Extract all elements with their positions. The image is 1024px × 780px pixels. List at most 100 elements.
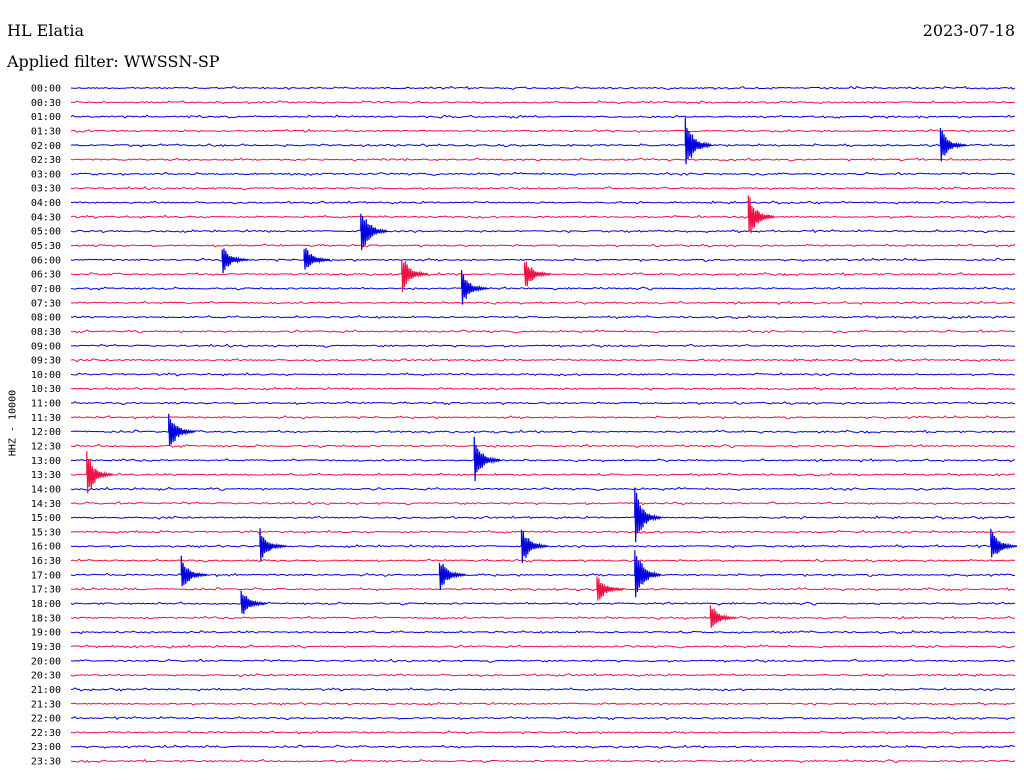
seismic-event	[709, 605, 737, 628]
trace-line	[70, 744, 1016, 749]
row-time-label: 10:30	[31, 384, 61, 395]
row-time-label: 12:00	[31, 427, 61, 438]
seismic-event	[634, 487, 662, 543]
trace-line	[70, 644, 1016, 649]
trace-line	[70, 171, 1016, 177]
seismic-event	[168, 413, 196, 446]
date-label: 2023-07-18	[922, 21, 1015, 40]
seismic-event	[303, 247, 331, 270]
row-time-label: 05:00	[31, 227, 61, 238]
row-time-label: 09:30	[31, 356, 61, 367]
row-time-label: 01:00	[31, 112, 61, 123]
row-time-label: 17:30	[31, 585, 61, 596]
trace-line	[70, 758, 1016, 764]
seismic-event	[747, 195, 775, 234]
row-time-label: 07:30	[31, 298, 61, 309]
trace-line	[70, 386, 1016, 391]
row-time-label: 05:30	[31, 241, 61, 252]
row-time-label: 11:30	[31, 413, 61, 424]
trace-line	[70, 329, 1016, 334]
trace-line	[70, 214, 1016, 219]
row-time-label: 15:30	[31, 527, 61, 538]
seismic-event	[438, 562, 466, 591]
trace-line	[70, 529, 1016, 534]
seismic-event	[240, 590, 268, 614]
row-time-label: 09:00	[31, 341, 61, 352]
seismic-event	[360, 213, 388, 251]
seismic-event	[461, 270, 489, 305]
trace-line	[70, 343, 1016, 348]
row-time-label: 07:00	[31, 284, 61, 295]
trace-line	[70, 501, 1015, 506]
row-time-label: 14:00	[31, 484, 61, 495]
seismic-event	[473, 436, 501, 482]
seismic-event	[259, 528, 287, 562]
seismic-event	[524, 261, 552, 287]
trace-line	[70, 716, 1016, 721]
seismic-event	[520, 529, 549, 563]
row-time-label: 00:00	[31, 84, 61, 95]
trace-line	[70, 658, 1016, 663]
row-time-label: 20:00	[31, 656, 61, 667]
trace-line	[70, 286, 1016, 291]
trace-line	[70, 458, 1016, 463]
seismic-event	[939, 127, 967, 162]
row-time-label: 00:30	[31, 98, 61, 109]
trace-line	[70, 157, 1016, 162]
trace-line	[70, 486, 1016, 491]
row-time-label: 19:30	[31, 642, 61, 653]
seismic-event	[401, 259, 429, 293]
row-time-label: 04:30	[31, 212, 61, 223]
trace-line	[70, 300, 1016, 305]
row-time-label: 18:30	[31, 613, 61, 624]
row-time-label: 17:00	[31, 570, 61, 581]
row-time-label: 03:30	[31, 184, 61, 195]
row-time-label: 06:30	[31, 270, 61, 281]
seismic-event	[596, 576, 624, 601]
trace-line	[70, 730, 1015, 735]
trace-line	[70, 243, 1016, 248]
trace-line	[70, 186, 1016, 191]
trace-line	[70, 357, 1016, 363]
row-time-label: 21:30	[31, 699, 61, 710]
trace-line	[70, 586, 1015, 592]
row-time-label: 15:00	[31, 513, 61, 524]
trace-line	[70, 100, 1016, 105]
row-time-label: 16:30	[31, 556, 61, 567]
seismic-event	[221, 248, 249, 274]
row-time-label: 23:30	[31, 757, 61, 768]
row-time-label: 18:00	[31, 599, 61, 610]
row-time-label: 03:00	[31, 169, 61, 180]
trace-line	[70, 400, 1016, 406]
row-time-label: 08:30	[31, 327, 61, 338]
seismic-event	[990, 528, 1018, 558]
trace-line	[70, 572, 1016, 578]
seismic-event	[180, 555, 208, 587]
row-time-label: 22:30	[31, 728, 61, 739]
row-time-label: 10:00	[31, 370, 61, 381]
filter-label: Applied filter: WWSSN-SP	[7, 52, 220, 71]
trace-line	[70, 229, 1015, 234]
trace-line	[70, 687, 1016, 692]
trace-line	[70, 315, 1015, 320]
row-time-label: 13:00	[31, 456, 61, 467]
row-time-label: 06:00	[31, 255, 61, 266]
row-time-label: 12:30	[31, 442, 61, 453]
trace-line	[70, 200, 1016, 205]
trace-line	[70, 85, 1016, 91]
row-time-label: 11:00	[31, 399, 61, 410]
row-time-label: 21:00	[31, 685, 61, 696]
row-time-label: 01:30	[31, 126, 61, 137]
trace-line	[70, 672, 1016, 678]
trace-line	[70, 415, 1016, 420]
trace-line	[70, 372, 1015, 377]
trace-line	[70, 630, 1016, 635]
station-title: HL Elatia	[7, 21, 85, 40]
trace-line	[70, 429, 1016, 434]
trace-line	[70, 701, 1016, 706]
row-time-label: 19:00	[31, 628, 61, 639]
trace-line	[70, 143, 1016, 148]
trace-line	[70, 114, 1016, 119]
row-time-label: 13:30	[31, 470, 61, 481]
trace-line	[70, 515, 1016, 520]
